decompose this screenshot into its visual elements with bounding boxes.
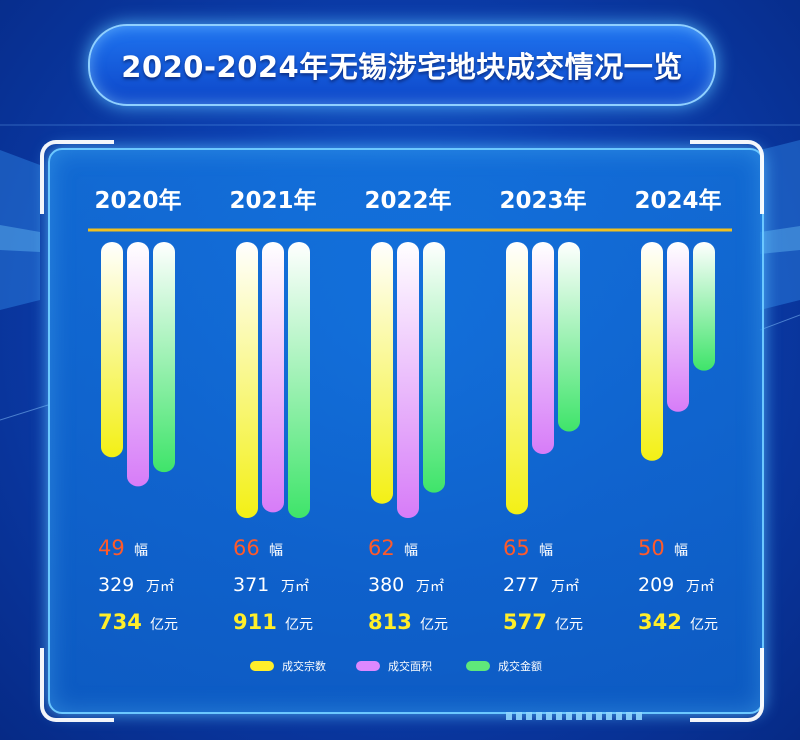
count-unit: 幅 <box>674 543 688 559</box>
year-label: 2024年 <box>634 187 721 214</box>
money-value: 911 <box>233 610 277 634</box>
legend-label-count: 成交宗数 <box>282 659 326 673</box>
money-unit: 亿元 <box>555 617 583 633</box>
bar-money <box>288 242 310 518</box>
money-unit: 亿元 <box>690 617 718 633</box>
count-unit: 幅 <box>134 543 148 559</box>
area-unit: 万㎡ <box>686 579 714 595</box>
panel-stripe-decoration <box>506 712 646 720</box>
page-title: 2020-2024年无锡涉宅地块成交情况一览 <box>121 50 683 84</box>
panel-corner-bottom-right <box>690 648 764 722</box>
bar-money <box>423 242 445 493</box>
area-value: 277 <box>503 574 539 596</box>
bar-count <box>641 242 663 461</box>
count-unit: 幅 <box>269 543 283 559</box>
title-banner: 2020-2024年无锡涉宅地块成交情况一览 <box>88 24 716 106</box>
bar-money <box>558 242 580 432</box>
bar-money <box>153 242 175 473</box>
panel-corner-bottom-left <box>40 648 114 722</box>
count-value: 62 <box>368 536 395 560</box>
count-value: 50 <box>638 536 665 560</box>
money-value: 813 <box>368 610 412 634</box>
bar-area <box>127 242 149 487</box>
bar-money <box>693 242 715 371</box>
area-value: 209 <box>638 574 674 596</box>
panel-corner-top-right <box>690 140 764 214</box>
panel-corner-top-left <box>40 140 114 214</box>
bar-area <box>397 242 419 518</box>
year-label: 2022年 <box>364 187 451 214</box>
money-value: 734 <box>98 610 142 634</box>
money-unit: 亿元 <box>420 617 448 633</box>
count-value: 49 <box>98 536 125 560</box>
count-unit: 幅 <box>539 543 553 559</box>
year-label: 2023年 <box>499 187 586 214</box>
area-unit: 万㎡ <box>281 579 309 595</box>
bar-area <box>667 242 689 412</box>
money-unit: 亿元 <box>150 617 178 633</box>
count-value: 65 <box>503 536 530 560</box>
bar-count <box>371 242 393 504</box>
count-unit: 幅 <box>404 543 418 559</box>
legend-label-area: 成交面积 <box>388 659 432 673</box>
money-unit: 亿元 <box>285 617 313 633</box>
legend-swatch-money <box>466 661 490 671</box>
count-value: 66 <box>233 536 260 560</box>
area-value: 329 <box>98 574 134 596</box>
bar-count <box>101 242 123 458</box>
year-label: 2021年 <box>229 187 316 214</box>
legend-swatch-area <box>356 661 380 671</box>
area-unit: 万㎡ <box>551 579 579 595</box>
legend-swatch-count <box>250 661 274 671</box>
bar-area <box>262 242 284 513</box>
bar-count <box>506 242 528 515</box>
year-label: 2020年 <box>94 187 181 214</box>
area-value: 371 <box>233 574 269 596</box>
area-value: 380 <box>368 574 404 596</box>
bar-area <box>532 242 554 455</box>
area-unit: 万㎡ <box>146 579 174 595</box>
money-value: 342 <box>638 610 682 634</box>
legend-label-money: 成交金额 <box>498 659 542 673</box>
money-value: 577 <box>503 610 547 634</box>
bar-count <box>236 242 258 518</box>
area-unit: 万㎡ <box>416 579 444 595</box>
